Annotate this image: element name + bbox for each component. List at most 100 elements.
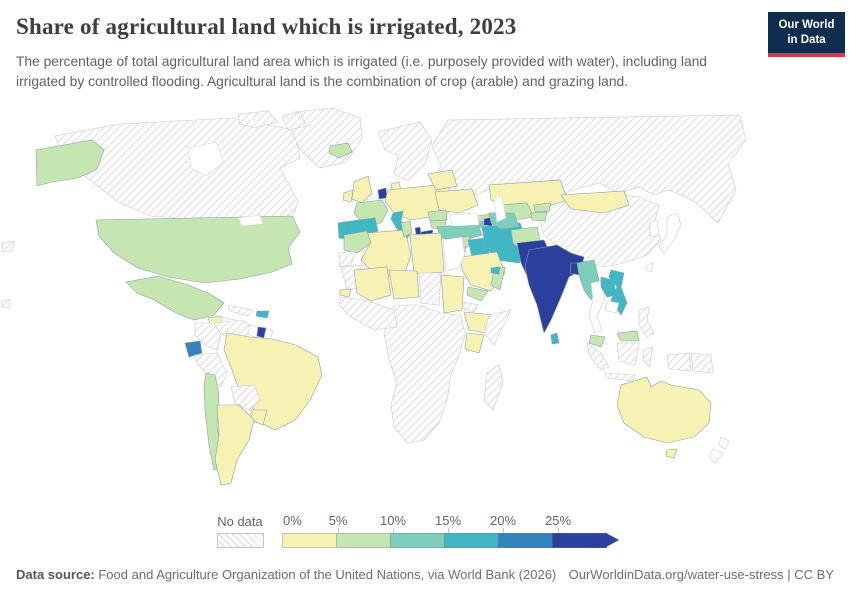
hudson-bay-sea (187, 141, 225, 177)
country-mongolia[interactable] (560, 190, 630, 214)
country-malaysia[interactable] (588, 334, 606, 348)
country-guyana[interactable] (247, 324, 259, 339)
legend-tick-label-15%: 15% (434, 513, 462, 528)
country-indonesia-papua[interactable] (666, 352, 692, 372)
country-island-west-2[interactable] (1, 298, 11, 309)
country-somalia[interactable] (483, 309, 512, 346)
legend-arrow-tip (606, 533, 619, 547)
country-philippines[interactable] (638, 306, 655, 338)
owid-logo[interactable]: Our World in Data (768, 12, 845, 57)
country-senegal[interactable] (339, 288, 352, 298)
legend-bin-0-5%[interactable] (282, 533, 337, 548)
country-argentina[interactable] (214, 404, 255, 486)
country-china[interactable] (538, 192, 662, 268)
country-dominican-republic[interactable] (255, 310, 270, 319)
country-australia[interactable] (616, 376, 712, 444)
legend-bin-10-15%[interactable] (390, 533, 445, 548)
country-sudan[interactable] (440, 274, 465, 314)
data-source-label: Data source: (16, 567, 95, 582)
country-kyrgyzstan[interactable] (533, 202, 552, 213)
country-malaysia-borneo[interactable] (616, 330, 640, 342)
country-france[interactable] (353, 199, 389, 226)
country-uae[interactable] (490, 266, 501, 275)
country-yemen[interactable] (466, 286, 489, 302)
country-mexico[interactable] (125, 275, 225, 321)
country-ecuador[interactable] (184, 340, 203, 358)
legend-bin-25%+[interactable] (552, 533, 607, 548)
legend-tick (448, 528, 449, 533)
legend-bin-20-25%[interactable] (498, 533, 553, 548)
country-japan[interactable] (658, 212, 682, 254)
country-ireland[interactable] (342, 189, 354, 203)
country-ukraine[interactable] (434, 188, 479, 214)
country-egypt[interactable] (442, 236, 466, 272)
country-sri-lanka[interactable] (550, 332, 560, 345)
legend-tick (393, 528, 394, 533)
country-mali[interactable] (353, 266, 392, 302)
legend-bin-5-10%[interactable] (336, 533, 391, 548)
country-eritrea[interactable] (463, 301, 479, 313)
owid-link[interactable]: OurWorldinData.org/water-use-stress | CC… (568, 567, 834, 582)
caspian-sea (493, 195, 507, 223)
legend-color-bar[interactable] (282, 528, 619, 548)
country-peru[interactable] (194, 352, 228, 388)
country-indonesia-sulawesi[interactable] (642, 346, 654, 368)
legend-tick (503, 528, 504, 533)
page-title: Share of agricultural land which is irri… (16, 14, 517, 39)
country-arctic-islands-1[interactable] (237, 110, 279, 129)
country-tasmania[interactable] (665, 448, 678, 459)
country-tajikistan[interactable] (530, 211, 548, 222)
great-lakes-sea (237, 214, 264, 227)
legend-tick-label-5%: 5% (328, 513, 348, 528)
owid-logo-line2: in Data (787, 33, 826, 46)
country-madagascar[interactable] (483, 364, 504, 411)
country-india[interactable] (524, 244, 585, 334)
country-iceland[interactable] (328, 142, 353, 159)
country-west-africa-coast[interactable] (338, 296, 398, 331)
legend-bin-15-20%[interactable] (444, 533, 499, 548)
country-indonesia-sumatra[interactable] (586, 342, 610, 371)
country-new-zealand-north[interactable] (718, 436, 730, 450)
country-western-sahara[interactable] (338, 250, 356, 268)
country-new-zealand-south[interactable] (708, 448, 724, 464)
data-source-text: Food and Agriculture Organization of the… (94, 567, 557, 582)
legend-tick (338, 528, 339, 533)
country-papua-new-guinea[interactable] (690, 352, 714, 374)
chart-footer: Data source: Food and Agriculture Organi… (16, 567, 834, 582)
country-indonesia-java[interactable] (604, 372, 636, 382)
country-tunisia[interactable] (400, 220, 413, 238)
country-united-kingdom[interactable] (351, 175, 373, 204)
country-island-west-1[interactable] (1, 240, 15, 253)
country-central-southern-africa[interactable] (383, 304, 466, 444)
country-belarus-baltics[interactable] (427, 169, 458, 191)
country-taiwan[interactable] (645, 262, 654, 273)
country-alaska[interactable] (35, 139, 105, 187)
country-chad[interactable] (418, 272, 442, 306)
legend-tick-labels: 0% 5% 10% 15% 20% 25% (283, 513, 643, 529)
country-colombia[interactable] (194, 322, 222, 351)
country-cambodia[interactable] (604, 300, 620, 314)
country-canada[interactable] (54, 117, 301, 227)
country-indonesia-borneo[interactable] (616, 342, 640, 366)
world-choropleth-map[interactable] (0, 106, 850, 512)
chart-subtitle: The percentage of total agricultural lan… (16, 54, 707, 90)
country-scandinavia[interactable] (377, 121, 433, 181)
country-brazil[interactable] (223, 332, 323, 431)
legend-no-data-swatch[interactable] (217, 533, 264, 548)
country-niger[interactable] (388, 269, 420, 300)
black-sea (448, 212, 480, 227)
country-united-states[interactable] (95, 215, 301, 284)
country-netherlands[interactable] (377, 187, 388, 200)
country-morocco[interactable] (343, 230, 372, 254)
country-libya[interactable] (409, 232, 445, 275)
country-cuba[interactable] (227, 304, 253, 317)
legend-tick-label-25%: 25% (544, 513, 572, 528)
country-bolivia[interactable] (230, 384, 262, 411)
country-south-korea[interactable] (648, 219, 660, 238)
country-arctic-islands-2[interactable] (281, 111, 307, 131)
country-romania[interactable] (427, 209, 448, 222)
data-source-note: Data source: Food and Agriculture Organi… (16, 567, 556, 582)
legend-tick-label-20%: 20% (489, 513, 517, 528)
country-kenya[interactable] (464, 332, 485, 354)
country-albania[interactable] (414, 226, 422, 236)
